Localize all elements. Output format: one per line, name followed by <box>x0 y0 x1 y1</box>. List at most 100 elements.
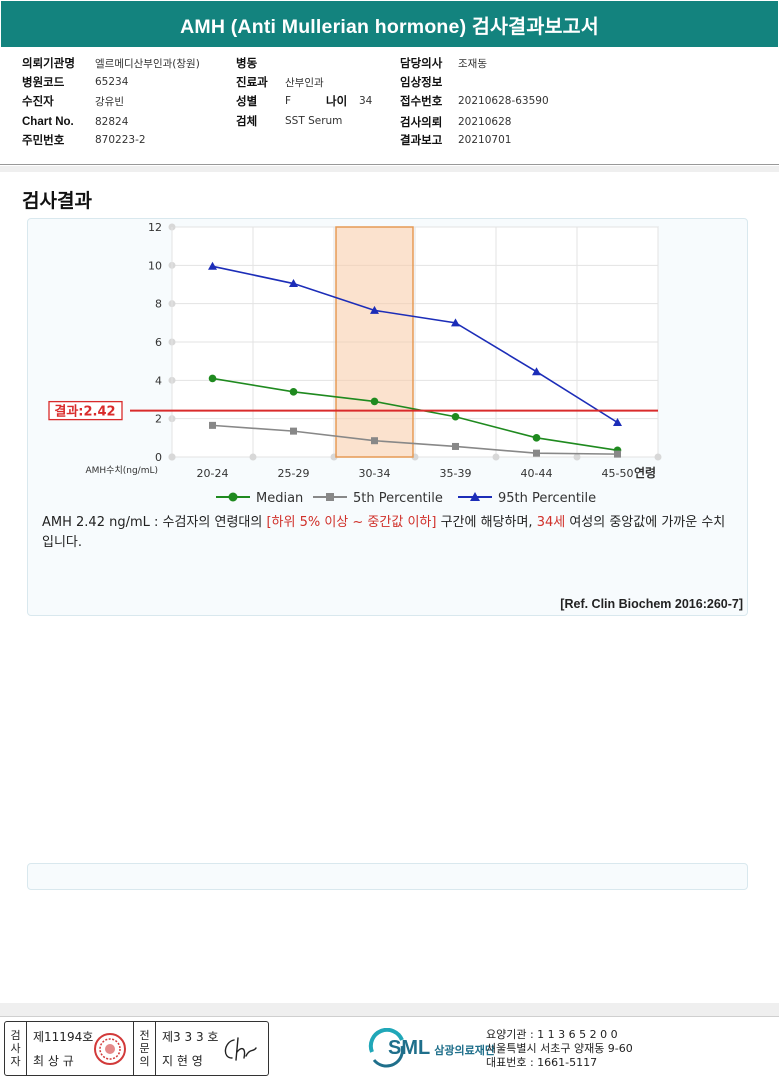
tester-license: 제11194호 <box>33 1029 94 1044</box>
hospital-code-row: 병원코드 65234 <box>22 73 128 91</box>
chart-no-value: 82824 <box>95 116 129 128</box>
legend-label: 95th Percentile <box>498 491 596 506</box>
amh-chart: 0 2 4 6 8 10 12 20-24 25-29 30-34 35-39 40-44 45-50 연… <box>48 221 662 506</box>
tester-cell: 제11194호 최 상 규 <box>27 1022 134 1075</box>
reference-citation: [Ref. Clin Biochem 2016:260-7] <box>560 597 743 611</box>
x-tick-label: 25-29 <box>278 467 310 480</box>
footer-divider <box>0 1016 779 1017</box>
report-row: 결과보고 20210701 <box>400 131 511 149</box>
x-tick-dot <box>492 453 500 461</box>
y-tick-label: 0 <box>155 451 162 464</box>
x-tick-dot <box>168 453 176 461</box>
y-tick-label: 4 <box>155 374 162 387</box>
y-tick-label: 12 <box>148 221 162 234</box>
reviewer-name: 지 현 영 <box>162 1053 203 1068</box>
divider-band <box>0 166 779 172</box>
legend-label: Median <box>256 491 303 506</box>
data-point <box>532 367 541 376</box>
specimen-label: 검체 <box>236 114 258 128</box>
x-tick-label: 35-39 <box>440 467 472 480</box>
chart-no-label: Chart No. <box>22 116 74 128</box>
tester-name: 최 상 규 <box>33 1053 74 1068</box>
highlight-age-band <box>335 226 414 458</box>
sml-logo-text: SML <box>388 1036 431 1059</box>
data-point <box>451 412 460 421</box>
x-tick-dot <box>249 453 257 461</box>
request-row: 검사의뢰 20210628 <box>400 113 511 131</box>
result-label-box <box>48 400 123 421</box>
data-point <box>452 442 459 450</box>
ward-row: 병동 <box>236 54 285 72</box>
data-point <box>451 318 460 327</box>
reviewer-cell: 제3 3 3 호 지 현 영 <box>156 1022 268 1075</box>
comment-part3: 여성의 중앙값에 가까운 수치입니다. <box>42 515 726 550</box>
report-value: 20210701 <box>458 134 512 146</box>
handwritten-signature-icon <box>224 1037 257 1061</box>
data-point <box>289 388 298 396</box>
x-axis-label: 연령 <box>634 465 656 480</box>
ward-label: 병동 <box>236 56 258 70</box>
series-line-95th-percentile <box>212 265 618 424</box>
sex-value: F <box>285 95 292 107</box>
data-point <box>208 374 217 383</box>
sex-age-row: 성별 F 나이 34 <box>236 92 372 110</box>
institution-label: 의뢰기관명 <box>22 56 75 70</box>
x-tick-label: 30-34 <box>359 467 391 480</box>
sml-logo: SML 삼광의료재단 <box>366 1028 495 1068</box>
sml-logo-icon <box>368 1028 404 1068</box>
id-value: 870223-2 <box>95 134 146 146</box>
data-point <box>208 261 217 270</box>
comment-part2: 구간에 해당하며, <box>436 515 537 530</box>
institution-phone: 대표번호 : 1661-5117 <box>486 1056 598 1069</box>
y-tick-label: 6 <box>155 336 162 349</box>
reviewer-license: 제3 3 3 호 <box>162 1029 219 1044</box>
result-label: 결과:2.42 <box>54 404 115 420</box>
seal-stamp-icon <box>94 1033 126 1065</box>
series-line-5th-percentile <box>212 424 618 455</box>
series-line-median <box>212 377 618 452</box>
patient-row: 수진자 강유빈 <box>22 92 124 110</box>
patient-label: 수진자 <box>22 94 54 108</box>
legend-marker <box>470 492 480 501</box>
institution-address: 서울특별시 서초구 양재동 9-60 <box>486 1042 633 1055</box>
specimen-value: SST Serum <box>285 115 343 127</box>
report-label: 결과보고 <box>400 133 443 147</box>
data-point <box>613 418 622 426</box>
doctor-value: 조재동 <box>458 57 487 70</box>
hospital-code-label: 병원코드 <box>22 75 65 89</box>
patient-info-block: 의뢰기관명 엘르메디산부인과(창원) 병원코드 65234 수진자 강유빈 Ch… <box>0 49 779 165</box>
id-row: 주민번호 870223-2 <box>22 131 146 149</box>
institution-code: 요양기관 : 1 1 3 6 5 2 0 0 <box>486 1028 618 1041</box>
comment-part1: AMH 2.42 ng/mL : 수검자의 연령대의 <box>42 515 267 530</box>
x-tick-label: 40-44 <box>521 467 553 480</box>
doctor-label: 담당의사 <box>400 56 443 70</box>
y-tick-label: 10 <box>148 259 162 272</box>
interpretation-comment: AMH 2.42 ng/mL : 수검자의 연령대의 [하위 5% 이상 ~ 중… <box>42 513 737 553</box>
request-value: 20210628 <box>458 116 512 128</box>
y-axis-label: AMH수치(ng/mL) <box>85 464 158 476</box>
data-point <box>371 437 378 445</box>
request-label: 검사의뢰 <box>400 115 443 129</box>
x-tick-dot <box>654 453 662 461</box>
patient-value: 강유빈 <box>95 95 124 108</box>
data-point <box>290 427 297 435</box>
receipt-row: 접수번호 20210628-63590 <box>400 92 549 110</box>
data-point <box>533 449 540 457</box>
dept-label: 진료과 <box>236 75 268 89</box>
legend-marker <box>228 492 238 502</box>
x-tick-label: 20-24 <box>197 467 229 480</box>
hospital-code-value: 65234 <box>95 76 129 88</box>
age-label: 나이 <box>326 94 348 108</box>
data-point <box>289 279 298 288</box>
receipt-label: 접수번호 <box>400 94 443 108</box>
age-value: 34 <box>359 95 373 107</box>
legend-marker <box>326 493 334 501</box>
data-point <box>614 450 621 458</box>
institution-row: 의뢰기관명 엘르메디산부인과(창원) <box>22 54 200 72</box>
doctor-row: 담당의사 조재동 <box>400 54 487 72</box>
section-title: 검사결과 <box>22 190 92 212</box>
